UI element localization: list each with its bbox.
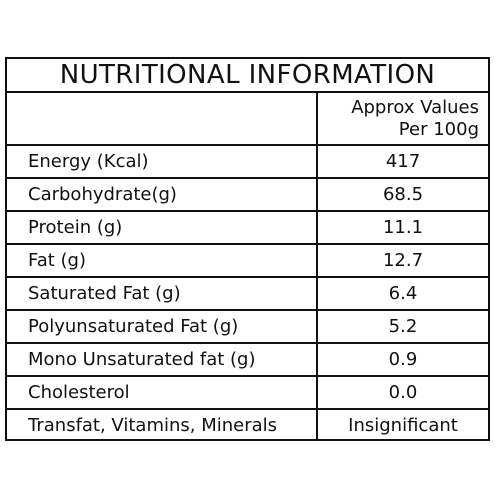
nutrient-name: Cholesterol (7, 375, 317, 409)
nutrient-value: 12.7 (316, 243, 488, 277)
nutrient-value: 0.9 (316, 342, 488, 376)
table-row: Transfat, Vitamins, Minerals Insignifica… (7, 408, 488, 441)
nutrient-value: 68.5 (316, 177, 488, 211)
header-value-cell: Approx Values Per 100g (316, 91, 488, 145)
nutrient-value: Insignificant (316, 408, 488, 441)
nutrient-value: 0.0 (316, 375, 488, 409)
nutrient-name: Mono Unsaturated fat (g) (7, 342, 317, 376)
table-row: Energy (Kcal) 417 (7, 144, 488, 178)
nutrient-name: Energy (Kcal) (7, 144, 317, 178)
table-row: Polyunsaturated Fat (g) 5.2 (7, 309, 488, 343)
table-row: Saturated Fat (g) 6.4 (7, 276, 488, 310)
nutrient-name: Transfat, Vitamins, Minerals (7, 408, 317, 441)
nutrition-table: Approx Values Per 100g Energy (Kcal) 417… (7, 91, 488, 441)
nutrient-name: Protein (g) (7, 210, 317, 244)
table-row: Carbohydrate(g) 68.5 (7, 177, 488, 211)
table-row: Protein (g) 11.1 (7, 210, 488, 244)
header-value-line-2: Per 100g (398, 118, 479, 140)
nutrient-value: 417 (316, 144, 488, 178)
table-row: Cholesterol 0.0 (7, 375, 488, 409)
table-row: Fat (g) 12.7 (7, 243, 488, 277)
nutrient-value: 5.2 (316, 309, 488, 343)
nutrient-name: Polyunsaturated Fat (g) (7, 309, 317, 343)
nutrient-value: 11.1 (316, 210, 488, 244)
header-name-cell (7, 91, 317, 145)
table-header-row: Approx Values Per 100g (7, 91, 488, 145)
nutrient-name: Fat (g) (7, 243, 317, 277)
nutrient-name: Saturated Fat (g) (7, 276, 317, 310)
nutrition-panel: NUTRITIONAL INFORMATION Approx Values Pe… (5, 57, 490, 441)
nutrient-value: 6.4 (316, 276, 488, 310)
table-row: Mono Unsaturated fat (g) 0.9 (7, 342, 488, 376)
header-value-line-1: Approx Values (351, 96, 479, 118)
nutrient-name: Carbohydrate(g) (7, 177, 317, 211)
panel-title: NUTRITIONAL INFORMATION (59, 60, 436, 90)
